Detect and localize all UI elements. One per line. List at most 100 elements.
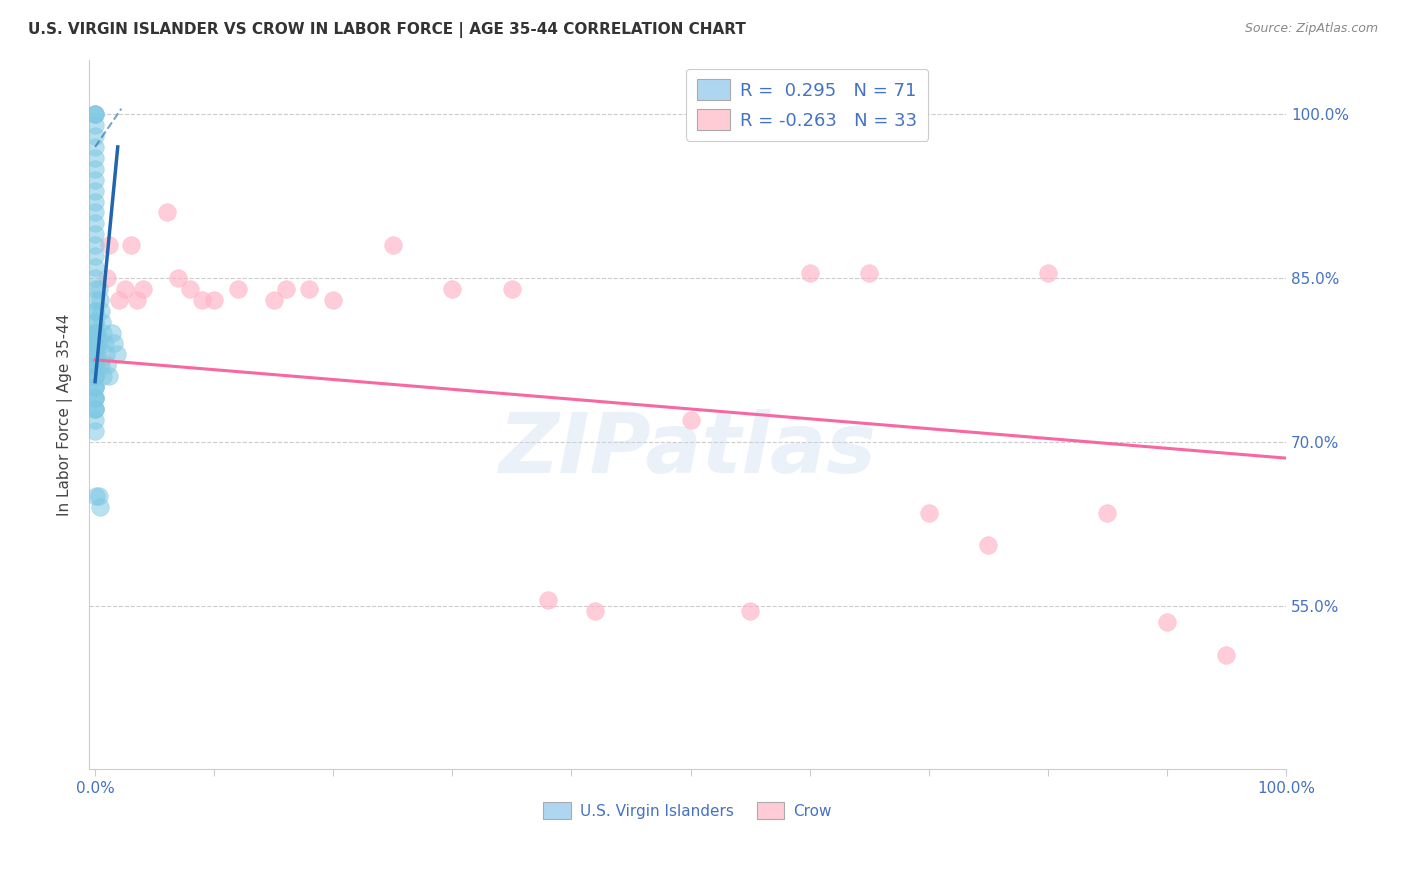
Point: [84, 161, 107, 176]
Point: [114, 282, 136, 296]
Point: [93, 326, 115, 340]
Point: [84, 369, 107, 384]
Point: [84, 402, 107, 417]
Point: [84, 336, 107, 351]
Point: [84, 391, 107, 405]
Y-axis label: In Labor Force | Age 35-44: In Labor Force | Age 35-44: [58, 313, 73, 516]
Point: [322, 293, 344, 307]
Point: [84, 227, 107, 242]
Point: [84, 151, 107, 165]
Point: [84, 107, 107, 121]
Point: [84, 380, 107, 394]
Point: [90, 303, 112, 318]
Point: [98, 238, 121, 252]
Point: [263, 293, 285, 307]
Point: [84, 315, 107, 329]
Point: [274, 282, 297, 296]
Point: [89, 500, 111, 515]
Point: [84, 293, 107, 307]
Point: [84, 402, 107, 417]
Point: [84, 336, 107, 351]
Point: [87, 336, 110, 351]
Point: [90, 359, 112, 373]
Point: [84, 391, 107, 405]
Point: [1156, 615, 1178, 629]
Point: [84, 107, 107, 121]
Point: [501, 282, 523, 296]
Point: [226, 282, 249, 296]
Point: [93, 369, 115, 384]
Point: [84, 107, 107, 121]
Point: [167, 271, 190, 285]
Point: [202, 293, 225, 307]
Point: [536, 593, 558, 607]
Point: [87, 489, 110, 503]
Point: [84, 359, 107, 373]
Point: [84, 489, 107, 503]
Point: [84, 216, 107, 230]
Point: [738, 604, 761, 618]
Point: [84, 205, 107, 219]
Point: [84, 336, 107, 351]
Point: [441, 282, 464, 296]
Point: [84, 413, 107, 427]
Legend: U.S. Virgin Islanders, Crow: U.S. Virgin Islanders, Crow: [537, 796, 838, 825]
Point: [179, 282, 201, 296]
Point: [977, 539, 1000, 553]
Point: [84, 347, 107, 361]
Point: [84, 315, 107, 329]
Point: [1097, 506, 1119, 520]
Point: [90, 352, 112, 367]
Point: [89, 293, 111, 307]
Text: U.S. VIRGIN ISLANDER VS CROW IN LABOR FORCE | AGE 35-44 CORRELATION CHART: U.S. VIRGIN ISLANDER VS CROW IN LABOR FO…: [28, 22, 747, 38]
Point: [84, 391, 107, 405]
Point: [84, 326, 107, 340]
Point: [679, 413, 702, 427]
Point: [84, 347, 107, 361]
Point: [96, 271, 118, 285]
Point: [108, 293, 131, 307]
Point: [84, 402, 107, 417]
Point: [84, 184, 107, 198]
Point: [84, 140, 107, 154]
Point: [155, 205, 177, 219]
Text: ZIPatlas: ZIPatlas: [499, 409, 876, 491]
Point: [105, 347, 128, 361]
Point: [84, 369, 107, 384]
Point: [84, 369, 107, 384]
Point: [84, 282, 107, 296]
Text: Source: ZipAtlas.com: Source: ZipAtlas.com: [1244, 22, 1378, 36]
Point: [84, 424, 107, 438]
Point: [84, 238, 107, 252]
Point: [84, 303, 107, 318]
Point: [84, 249, 107, 263]
Point: [84, 194, 107, 209]
Point: [799, 266, 821, 280]
Point: [84, 359, 107, 373]
Point: [84, 118, 107, 132]
Point: [86, 347, 108, 361]
Point: [84, 347, 107, 361]
Point: [1036, 266, 1059, 280]
Point: [94, 347, 117, 361]
Point: [858, 266, 880, 280]
Point: [103, 336, 125, 351]
Point: [583, 604, 606, 618]
Point: [96, 359, 118, 373]
Point: [381, 238, 404, 252]
Point: [84, 260, 107, 274]
Point: [98, 369, 121, 384]
Point: [84, 128, 107, 143]
Point: [84, 380, 107, 394]
Point: [84, 336, 107, 351]
Point: [84, 380, 107, 394]
Point: [132, 282, 155, 296]
Point: [84, 359, 107, 373]
Point: [191, 293, 214, 307]
Point: [101, 326, 124, 340]
Point: [84, 303, 107, 318]
Point: [125, 293, 148, 307]
Point: [86, 326, 108, 340]
Point: [93, 336, 115, 351]
Point: [1215, 648, 1237, 662]
